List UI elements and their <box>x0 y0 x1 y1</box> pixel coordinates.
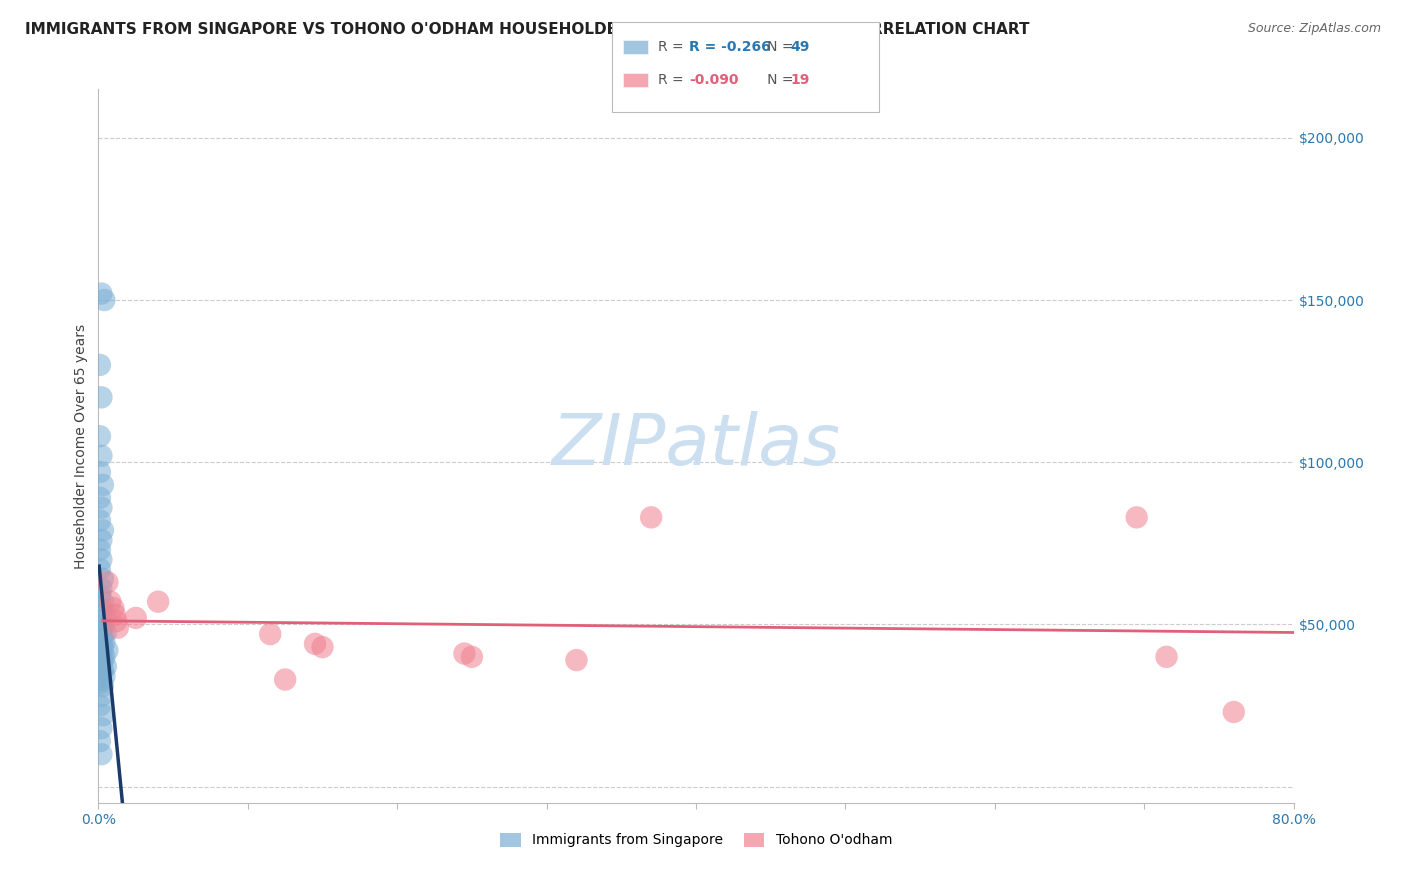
Point <box>1223 705 1246 719</box>
Point <box>103 601 125 615</box>
Text: R = -0.266: R = -0.266 <box>689 40 770 54</box>
Point <box>107 621 129 635</box>
Point <box>91 595 114 609</box>
Text: 49: 49 <box>790 40 810 54</box>
Point <box>93 607 115 622</box>
Point <box>90 582 112 596</box>
Point <box>148 595 170 609</box>
Text: R =: R = <box>658 40 688 54</box>
Point <box>89 675 111 690</box>
Point <box>89 491 111 505</box>
Point <box>98 595 122 609</box>
Point <box>94 625 117 640</box>
Point <box>565 653 588 667</box>
Point <box>93 635 115 649</box>
Legend: Immigrants from Singapore, Tohono O'odham: Immigrants from Singapore, Tohono O'odha… <box>495 827 897 853</box>
Point <box>105 614 128 628</box>
Point <box>90 647 112 661</box>
Point <box>90 639 112 653</box>
Point <box>90 533 112 547</box>
Point <box>90 689 112 703</box>
Point <box>311 640 333 654</box>
Point <box>93 293 115 307</box>
Point <box>96 575 118 590</box>
Point <box>89 429 111 443</box>
Point <box>91 679 114 693</box>
Point <box>89 542 111 557</box>
Point <box>91 641 114 656</box>
Point <box>91 653 114 667</box>
Point <box>1156 649 1178 664</box>
Point <box>104 607 127 622</box>
Point <box>93 669 115 683</box>
Point <box>90 721 112 735</box>
Point <box>90 666 112 681</box>
Point <box>89 514 111 528</box>
Point <box>90 286 112 301</box>
Point <box>89 588 111 602</box>
Point <box>304 637 326 651</box>
Text: -0.090: -0.090 <box>689 73 738 87</box>
Point <box>90 500 112 515</box>
Point <box>461 649 484 664</box>
Point <box>96 643 118 657</box>
Text: N =: N = <box>754 40 797 54</box>
Point <box>89 562 111 576</box>
Point <box>90 747 112 761</box>
Y-axis label: Householder Income Over 65 years: Householder Income Over 65 years <box>75 324 89 568</box>
Point <box>91 619 114 633</box>
Point <box>125 611 148 625</box>
Point <box>89 734 111 748</box>
Point <box>1125 510 1147 524</box>
Point <box>453 647 475 661</box>
Point <box>89 358 111 372</box>
Point <box>91 708 114 723</box>
Point <box>93 649 115 664</box>
Point <box>89 698 111 713</box>
Point <box>94 659 117 673</box>
Point <box>91 663 114 677</box>
Point <box>91 572 114 586</box>
Point <box>90 622 112 636</box>
Text: N =: N = <box>754 73 797 87</box>
Point <box>90 632 112 646</box>
Text: R =: R = <box>658 73 688 87</box>
Text: IMMIGRANTS FROM SINGAPORE VS TOHONO O'ODHAM HOUSEHOLDER INCOME OVER 65 YEARS COR: IMMIGRANTS FROM SINGAPORE VS TOHONO O'OD… <box>25 22 1029 37</box>
Point <box>91 478 114 492</box>
Text: ZIPatlas: ZIPatlas <box>551 411 841 481</box>
Point <box>91 629 114 643</box>
Point <box>90 552 112 566</box>
Point <box>90 601 112 615</box>
Text: 19: 19 <box>790 73 810 87</box>
Point <box>640 510 662 524</box>
Text: Source: ZipAtlas.com: Source: ZipAtlas.com <box>1247 22 1381 36</box>
Point <box>90 390 112 404</box>
Point <box>91 524 114 538</box>
Point <box>259 627 281 641</box>
Point <box>89 465 111 479</box>
Point <box>89 614 111 628</box>
Point <box>90 657 112 671</box>
Point <box>90 449 112 463</box>
Point <box>90 673 112 687</box>
Point <box>274 673 297 687</box>
